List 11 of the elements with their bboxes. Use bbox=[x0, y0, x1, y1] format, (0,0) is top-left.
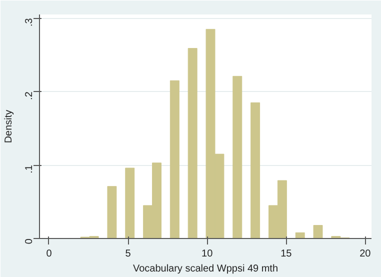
y-tick-label: 0 bbox=[24, 238, 35, 244]
y-tick-label: .2 bbox=[24, 91, 35, 100]
x-tick-label: 20 bbox=[360, 248, 372, 260]
y-tick-label: .1 bbox=[24, 164, 35, 174]
x-tick-label: 15 bbox=[280, 248, 292, 260]
x-tick-label: 0 bbox=[46, 248, 52, 260]
x-tick-label: 5 bbox=[125, 248, 132, 260]
x-tick-label: 10 bbox=[202, 248, 214, 260]
y-tick-label: .3 bbox=[24, 18, 35, 27]
x-axis-title: Vocabulary scaled Wppsi 49 mth bbox=[132, 264, 278, 274]
y-axis-title: Density bbox=[4, 110, 14, 144]
